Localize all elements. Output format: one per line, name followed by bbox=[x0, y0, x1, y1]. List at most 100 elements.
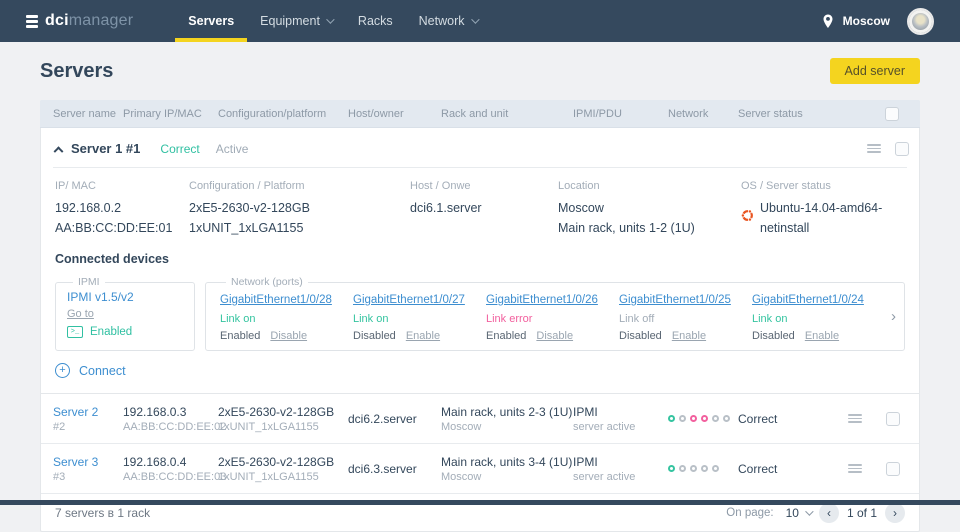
location-selector[interactable]: Moscow bbox=[842, 14, 890, 28]
server-2-host: dci6.2.server bbox=[348, 411, 417, 426]
top-navigation-bar: dcimanager Servers Equipment Racks Netwo… bbox=[0, 0, 960, 42]
port-state: Disabled bbox=[752, 330, 795, 342]
port-action-link[interactable]: Disable bbox=[270, 330, 308, 342]
ipmi-box: IPMI IPMI v1.5/v2 Go to >_ Enabled bbox=[55, 276, 195, 351]
title-row: Servers Add server bbox=[40, 55, 920, 87]
server-3-mac: AA:BB:CC:DD:EE:03 bbox=[123, 470, 227, 483]
bottom-accent-bar bbox=[0, 500, 960, 505]
prev-page-button[interactable]: ‹ bbox=[818, 502, 839, 523]
row-menu-icon[interactable] bbox=[848, 412, 862, 425]
ipmi-enabled-status: Enabled bbox=[90, 326, 133, 338]
port-item-28: GigabitEthernet1/0/28 Link on Enabled Di… bbox=[220, 290, 353, 342]
per-page-value: 10 bbox=[785, 505, 799, 520]
add-server-button[interactable]: Add server bbox=[829, 58, 920, 84]
server-3-config: 2xE5-2630-v2-128GB bbox=[218, 454, 335, 469]
location-city-value: Moscow bbox=[558, 201, 604, 215]
detail-os-status: OS / Server status Ubuntu-14.04-amd64-ne… bbox=[740, 180, 907, 238]
ipmi-box-legend: IPMI bbox=[78, 276, 100, 288]
on-page-label: On page: bbox=[726, 506, 774, 519]
port-link[interactable]: GigabitEthernet1/0/28 bbox=[220, 294, 332, 306]
servers-summary: 7 servers в 1 rack bbox=[55, 505, 151, 520]
topbar-right: Moscow bbox=[822, 0, 934, 42]
col-rack-unit: Rack and unit bbox=[441, 107, 509, 120]
server-3-rack-city: Moscow bbox=[441, 470, 482, 483]
connected-devices: IPMI IPMI v1.5/v2 Go to >_ Enabled Netwo… bbox=[41, 268, 919, 351]
port-action-link[interactable]: Enable bbox=[671, 330, 707, 342]
port-link[interactable]: GigabitEthernet1/0/25 bbox=[619, 294, 731, 306]
server-3-status: Correct bbox=[738, 461, 778, 476]
server-3-ip: 192.168.0.4 bbox=[123, 454, 187, 469]
location-label: Location bbox=[558, 180, 600, 192]
server-2-link[interactable]: Server 2 bbox=[53, 404, 99, 419]
port-status-dot bbox=[723, 415, 730, 422]
server-3-link[interactable]: Server 3 bbox=[53, 454, 99, 469]
collapse-chevron-icon[interactable] bbox=[53, 146, 64, 157]
port-state: Disabled bbox=[353, 330, 396, 342]
server-1-checkbox[interactable] bbox=[895, 141, 909, 156]
logo-text: dcimanager bbox=[45, 12, 134, 29]
plus-circle-icon: + bbox=[55, 363, 70, 378]
server-3-ipmi-state: server active bbox=[573, 470, 636, 483]
per-page-select[interactable]: 10 bbox=[785, 505, 814, 520]
server-2-mac: AA:BB:CC:DD:EE:02 bbox=[123, 420, 227, 433]
ip-value: 192.168.0.2 bbox=[55, 201, 122, 215]
detail-configuration: Configuration / Platform 2xE5-2630-v2-12… bbox=[189, 180, 410, 238]
server-1-status-badge: Correct bbox=[160, 141, 200, 156]
host-label: Host / Onwe bbox=[410, 180, 471, 192]
ports-box-legend: Network (ports) bbox=[231, 276, 303, 288]
detail-ip-mac: IP/ MAC 192.168.0.2 AA:BB:CC:DD:EE:01 bbox=[55, 180, 189, 238]
nav-equipment[interactable]: Equipment bbox=[247, 0, 345, 42]
ipmi-goto-link[interactable]: Go to bbox=[67, 308, 94, 320]
server-2-checkbox[interactable] bbox=[886, 411, 900, 426]
mac-value: AA:BB:CC:DD:EE:01 bbox=[55, 221, 173, 235]
caret-down-icon bbox=[470, 15, 480, 24]
ip-mac-label: IP/ MAC bbox=[55, 180, 96, 192]
server-1-state-badge: Active bbox=[215, 141, 249, 156]
user-avatar[interactable] bbox=[907, 7, 934, 35]
port-action-link[interactable]: Enable bbox=[405, 330, 441, 342]
select-all-checkbox[interactable] bbox=[885, 106, 899, 121]
server-3-checkbox[interactable] bbox=[886, 461, 900, 476]
divider bbox=[53, 167, 907, 168]
server-2-rack-city: Moscow bbox=[441, 420, 482, 433]
server-2-ipmi: IPMI bbox=[573, 404, 598, 419]
port-state: Enabled bbox=[220, 330, 261, 342]
servers-table: Server name Primary IP/MAC Configuration… bbox=[40, 100, 920, 532]
port-action-link[interactable]: Disable bbox=[536, 330, 574, 342]
nav-network[interactable]: Network bbox=[406, 0, 490, 42]
server-2-ipmi-state: server active bbox=[573, 420, 636, 433]
detail-location: Location Moscow Main rack, units 1-2 (1U… bbox=[558, 180, 741, 238]
app-logo[interactable]: dcimanager bbox=[26, 0, 133, 42]
server-1-name[interactable]: Server 1 #1 bbox=[71, 141, 141, 156]
ipmi-version-link[interactable]: IPMI v1.5/v2 bbox=[67, 290, 134, 304]
nav-servers[interactable]: Servers bbox=[175, 0, 248, 42]
connect-device-button[interactable]: + Connect bbox=[41, 351, 919, 393]
page-content: Servers Add server Server name Primary I… bbox=[0, 42, 960, 532]
server-1-expanded-panel: Server 1 #1 Correct Active IP/ MAC 192.1… bbox=[41, 128, 919, 394]
server-3-ipmi: IPMI bbox=[573, 454, 598, 469]
server-3-port-indicators bbox=[668, 465, 738, 472]
port-link[interactable]: GigabitEthernet1/0/26 bbox=[486, 294, 598, 306]
main-nav: Servers Equipment Racks Network bbox=[175, 0, 489, 42]
port-link-status: Link on bbox=[752, 313, 788, 325]
server-1-header: Server 1 #1 Correct Active bbox=[41, 128, 919, 167]
row-menu-icon[interactable] bbox=[867, 142, 881, 155]
nav-racks[interactable]: Racks bbox=[345, 0, 406, 42]
ports-scroll-right-icon[interactable]: › bbox=[891, 307, 896, 325]
port-link[interactable]: GigabitEthernet1/0/24 bbox=[752, 294, 864, 306]
connect-label: Connect bbox=[79, 363, 126, 378]
server-2-port-indicators bbox=[668, 415, 738, 422]
port-link[interactable]: GigabitEthernet1/0/27 bbox=[353, 294, 465, 306]
next-page-button[interactable]: › bbox=[885, 502, 905, 523]
port-item-26: GigabitEthernet1/0/26 Link error Enabled… bbox=[486, 290, 619, 342]
os-value: Ubuntu-14.04-amd64-netinstall bbox=[760, 201, 883, 235]
ubuntu-icon bbox=[740, 208, 754, 228]
server-2-config: 2xE5-2630-v2-128GB bbox=[218, 404, 335, 419]
port-action-link[interactable]: Enable bbox=[804, 330, 840, 342]
port-state: Enabled bbox=[486, 330, 527, 342]
port-link-status: Link error bbox=[486, 313, 533, 325]
platform-value: 1xUNIT_1xLGA1155 bbox=[189, 221, 304, 235]
port-status-dot bbox=[668, 415, 675, 422]
row-menu-icon[interactable] bbox=[848, 462, 862, 475]
nav-network-label: Network bbox=[418, 14, 465, 28]
